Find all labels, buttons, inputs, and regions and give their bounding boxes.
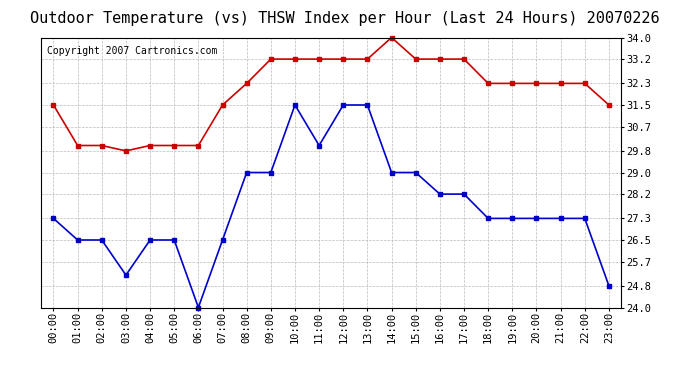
Text: Copyright 2007 Cartronics.com: Copyright 2007 Cartronics.com [47,46,217,56]
Text: Outdoor Temperature (vs) THSW Index per Hour (Last 24 Hours) 20070226: Outdoor Temperature (vs) THSW Index per … [30,11,660,26]
